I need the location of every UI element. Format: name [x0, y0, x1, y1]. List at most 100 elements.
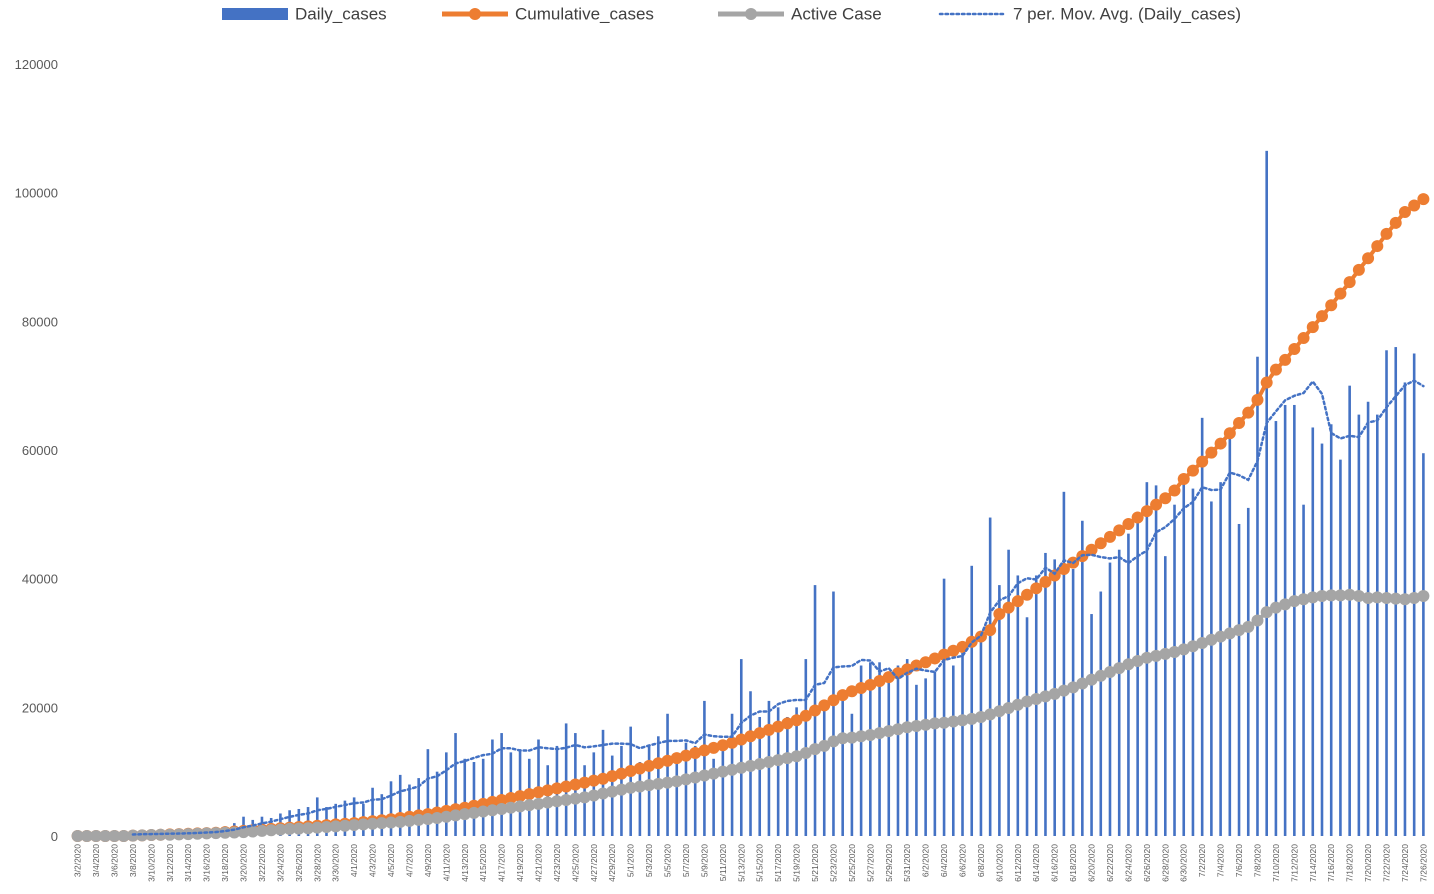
marker [762, 756, 775, 769]
x-tick-label: 5/21/2020 [810, 844, 820, 882]
x-tick-label: 4/3/2020 [368, 844, 378, 877]
bar [1329, 424, 1333, 836]
bar [417, 778, 420, 836]
bar [832, 591, 835, 836]
marker [1214, 437, 1227, 450]
marker [652, 757, 665, 770]
marker [799, 747, 812, 760]
marker [633, 780, 646, 793]
marker [71, 830, 84, 842]
x-tick-label: 7/22/2020 [1382, 844, 1392, 882]
x-tick-label: 4/1/2020 [349, 844, 359, 877]
x-tick-label: 4/23/2020 [552, 844, 562, 882]
x-tick-label: 5/17/2020 [773, 844, 783, 882]
marker [1223, 427, 1236, 440]
marker [1334, 589, 1347, 602]
x-tick-label: 4/29/2020 [607, 844, 617, 882]
bar [315, 797, 319, 836]
marker [698, 769, 711, 782]
plot-area: 0 20000 40000 60000 80000 100000 120000 3/2/202… [15, 57, 1430, 882]
x-tick-label: 5/3/2020 [644, 844, 654, 877]
marker [265, 824, 278, 837]
marker [993, 705, 1006, 718]
bar [500, 733, 503, 836]
marker [910, 659, 923, 672]
marker [1168, 484, 1181, 497]
marker [1352, 590, 1365, 603]
marker [1122, 517, 1135, 530]
legend-marker [745, 8, 757, 20]
marker [836, 689, 849, 702]
marker [1021, 695, 1034, 708]
bar [988, 517, 992, 836]
x-tick-label: 5/11/2020 [718, 844, 728, 881]
bar [1256, 356, 1259, 836]
y-tick-label: 20000 [22, 700, 58, 715]
x-tick-label: 5/15/2020 [755, 844, 765, 882]
bar [786, 716, 789, 836]
bar [675, 755, 679, 836]
bar [1062, 491, 1066, 836]
marker [670, 752, 683, 765]
x-tick-label: 5/1/2020 [626, 844, 636, 877]
marker [624, 765, 637, 778]
bar [1025, 617, 1029, 836]
marker [1030, 582, 1043, 595]
bar [1127, 533, 1130, 836]
marker [117, 830, 130, 842]
bar [389, 781, 393, 836]
marker [633, 762, 646, 775]
marker [1177, 472, 1190, 485]
bar [1237, 523, 1241, 836]
marker [163, 828, 176, 841]
marker [495, 793, 508, 806]
x-tick-label: 3/30/2020 [331, 844, 341, 882]
legend-label: 7 per. Mov. Avg. (Daily_cases) [1013, 4, 1241, 23]
marker [1325, 299, 1338, 312]
marker [357, 818, 370, 831]
x-tick-label: 4/27/2020 [589, 844, 599, 882]
bar [352, 797, 356, 836]
marker [1150, 649, 1163, 662]
marker [597, 772, 610, 785]
marker [974, 710, 987, 723]
x-tick-label: 4/9/2020 [423, 844, 433, 877]
marker [1085, 673, 1098, 686]
marker [440, 810, 453, 823]
bar [758, 716, 762, 836]
bar [1348, 385, 1351, 836]
bar [629, 726, 632, 836]
marker [486, 804, 499, 817]
marker [550, 795, 563, 808]
bar [712, 758, 715, 836]
marker [855, 682, 868, 695]
marker [1131, 511, 1144, 524]
marker [1269, 363, 1282, 376]
marker [412, 813, 425, 826]
x-tick-label: 6/16/2020 [1050, 844, 1060, 882]
bar [822, 704, 826, 836]
marker [550, 782, 563, 795]
marker [1177, 643, 1190, 656]
bar [445, 752, 448, 836]
bar [970, 565, 974, 836]
marker [477, 805, 490, 818]
marker [901, 721, 914, 734]
marker [1048, 569, 1061, 582]
marker [1103, 665, 1116, 678]
bar [1339, 459, 1342, 836]
marker [523, 788, 536, 801]
marker [864, 678, 877, 691]
marker [652, 777, 665, 790]
bar [739, 659, 743, 836]
bar [767, 700, 771, 836]
x-tick-label: 7/4/2020 [1216, 844, 1226, 877]
marker [818, 699, 831, 712]
marker [753, 727, 766, 740]
marker [458, 808, 471, 821]
marker [855, 730, 868, 743]
bar [850, 713, 854, 836]
marker [1039, 690, 1052, 703]
marker [910, 719, 923, 732]
